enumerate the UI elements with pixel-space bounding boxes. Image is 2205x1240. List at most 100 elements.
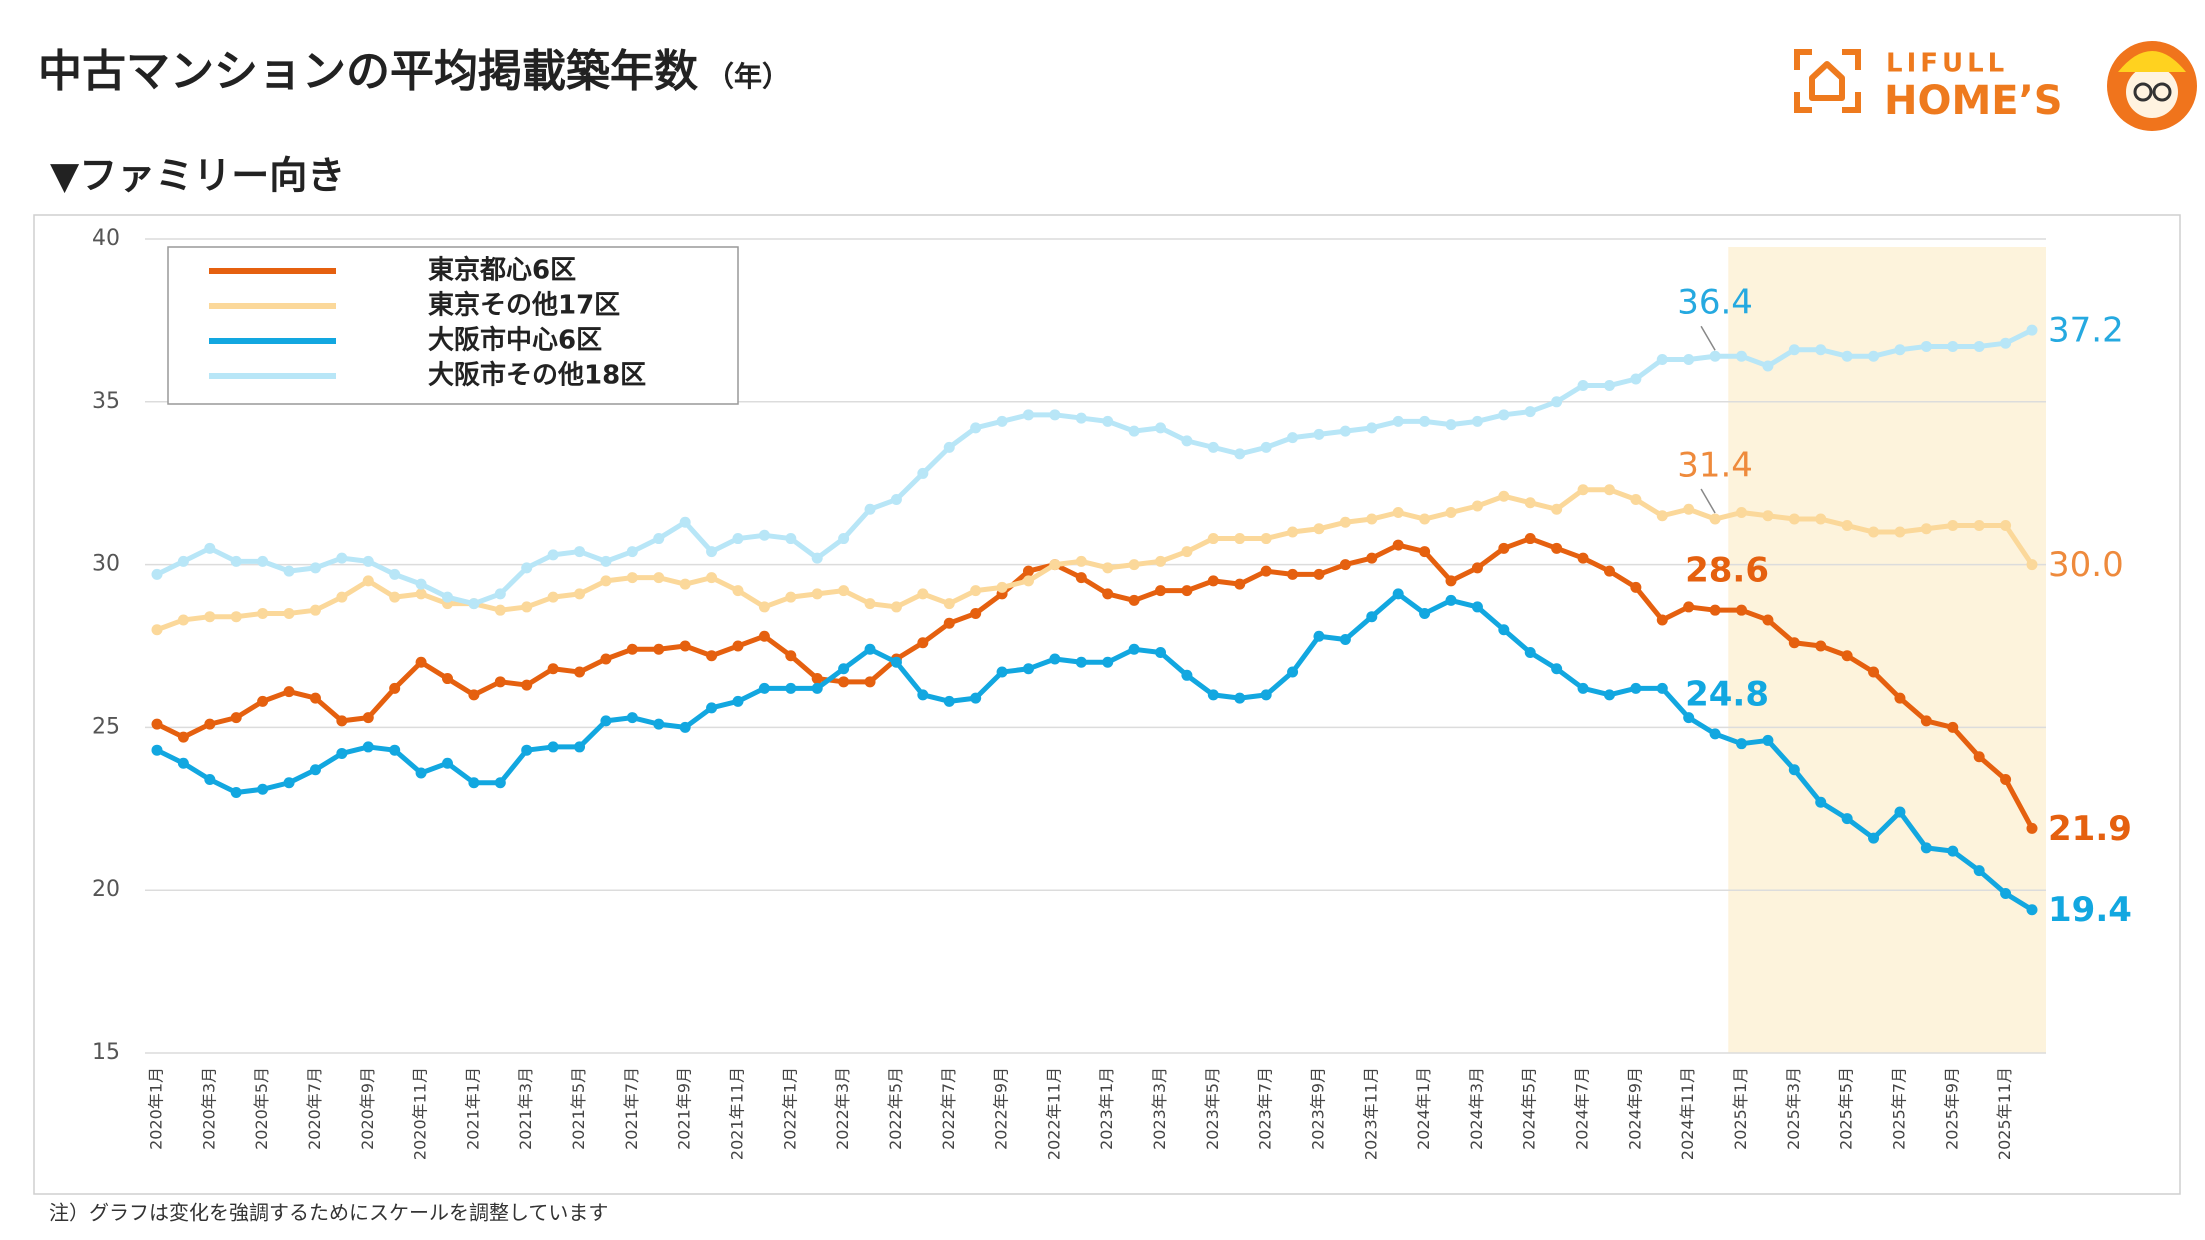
data-point	[2000, 520, 2012, 532]
data-point	[415, 578, 427, 590]
data-point	[1788, 344, 1800, 356]
data-point	[706, 572, 718, 584]
data-point	[1260, 533, 1272, 545]
x-tick-label: 2023年1月	[1097, 1067, 1116, 1150]
data-point	[758, 601, 770, 613]
data-point	[1075, 412, 1087, 424]
data-point	[864, 503, 876, 515]
data-point	[1445, 594, 1457, 606]
data-point	[1815, 796, 1827, 808]
data-point	[1234, 578, 1246, 590]
data-point	[1788, 513, 1800, 525]
data-point	[1868, 350, 1880, 362]
data-point	[1524, 406, 1536, 418]
x-tick-label: 2021年7月	[622, 1067, 641, 1150]
data-point	[1498, 624, 1510, 636]
series: 28.6 21.9	[151, 533, 2132, 849]
data-point	[1260, 441, 1272, 453]
data-point	[1656, 614, 1668, 626]
data-point	[521, 601, 533, 613]
x-tick-label: 2024年1月	[1414, 1067, 1433, 1150]
data-point	[1392, 415, 1404, 427]
data-point	[1762, 510, 1774, 522]
data-label: 37.2	[2048, 311, 2124, 351]
data-point	[1075, 656, 1087, 668]
data-point	[1128, 643, 1140, 655]
x-tick-label: 2020年1月	[147, 1067, 166, 1150]
data-point	[1894, 692, 1906, 704]
x-tick-label: 2024年11月	[1678, 1067, 1697, 1160]
data-point	[1075, 572, 1087, 584]
data-point	[917, 637, 929, 649]
x-tick-label: 2022年1月	[780, 1067, 799, 1150]
data-point	[732, 585, 744, 597]
highlight-region	[1728, 247, 2046, 1053]
x-tick-label: 2022年5月	[886, 1067, 905, 1150]
x-tick-label: 2025年11月	[1995, 1067, 2014, 1160]
data-point	[1947, 520, 1959, 532]
data-point	[1709, 604, 1721, 616]
data-point	[1709, 513, 1721, 525]
data-point	[653, 533, 665, 545]
data-point	[1155, 555, 1167, 567]
data-point	[283, 686, 295, 698]
data-point	[389, 682, 401, 694]
data-point	[1498, 542, 1510, 554]
y-tick-label: 20	[92, 877, 120, 902]
data-point	[653, 643, 665, 655]
data-point	[1947, 340, 1959, 352]
data-point	[521, 679, 533, 691]
data-point	[1445, 507, 1457, 519]
data-label: 31.4	[1677, 446, 1753, 486]
data-point	[1788, 764, 1800, 776]
data-point	[441, 757, 453, 769]
data-point	[1683, 712, 1695, 724]
data-point	[441, 673, 453, 685]
data-point	[1973, 520, 1985, 532]
data-point	[1577, 682, 1589, 694]
x-tick-label: 2022年11月	[1044, 1067, 1063, 1160]
data-point	[1894, 526, 1906, 538]
x-tick-label: 2025年5月	[1837, 1067, 1856, 1150]
legend-label: 大阪市中心6区	[428, 325, 602, 356]
data-point	[838, 676, 850, 688]
data-point	[362, 575, 374, 587]
data-point	[1947, 721, 1959, 733]
data-point	[283, 607, 295, 619]
chart-frame	[33, 214, 2181, 1195]
data-point	[230, 787, 242, 799]
data-point	[864, 676, 876, 688]
x-tick-label: 2020年7月	[305, 1067, 324, 1150]
data-point	[2026, 324, 2038, 336]
data-point	[1973, 340, 1985, 352]
data-point	[2026, 822, 2038, 834]
data-point	[521, 744, 533, 756]
data-label: 24.8	[1685, 674, 1769, 714]
section-title: ▼ファミリー向き	[50, 154, 345, 198]
data-point	[890, 601, 902, 613]
data-point	[1471, 601, 1483, 613]
data-point	[1234, 533, 1246, 545]
data-point	[785, 591, 797, 603]
data-point	[1762, 734, 1774, 746]
x-tick-label: 2025年9月	[1942, 1067, 1961, 1150]
data-point	[1102, 415, 1114, 427]
data-point	[389, 568, 401, 580]
data-point	[1630, 682, 1642, 694]
data-point	[1181, 435, 1193, 447]
data-point	[1709, 728, 1721, 740]
data-point	[1392, 507, 1404, 519]
data-point	[1973, 751, 1985, 763]
x-tick-label: 2024年9月	[1625, 1067, 1644, 1150]
data-point	[706, 702, 718, 714]
data-point	[494, 676, 506, 688]
data-point	[785, 650, 797, 662]
data-point	[1022, 409, 1034, 421]
data-point	[547, 549, 559, 561]
data-point	[309, 692, 321, 704]
x-tick-label: 2021年5月	[569, 1067, 588, 1150]
data-point	[1577, 484, 1589, 496]
data-point	[1366, 552, 1378, 564]
y-tick-label: 35	[92, 389, 120, 414]
data-point	[996, 415, 1008, 427]
